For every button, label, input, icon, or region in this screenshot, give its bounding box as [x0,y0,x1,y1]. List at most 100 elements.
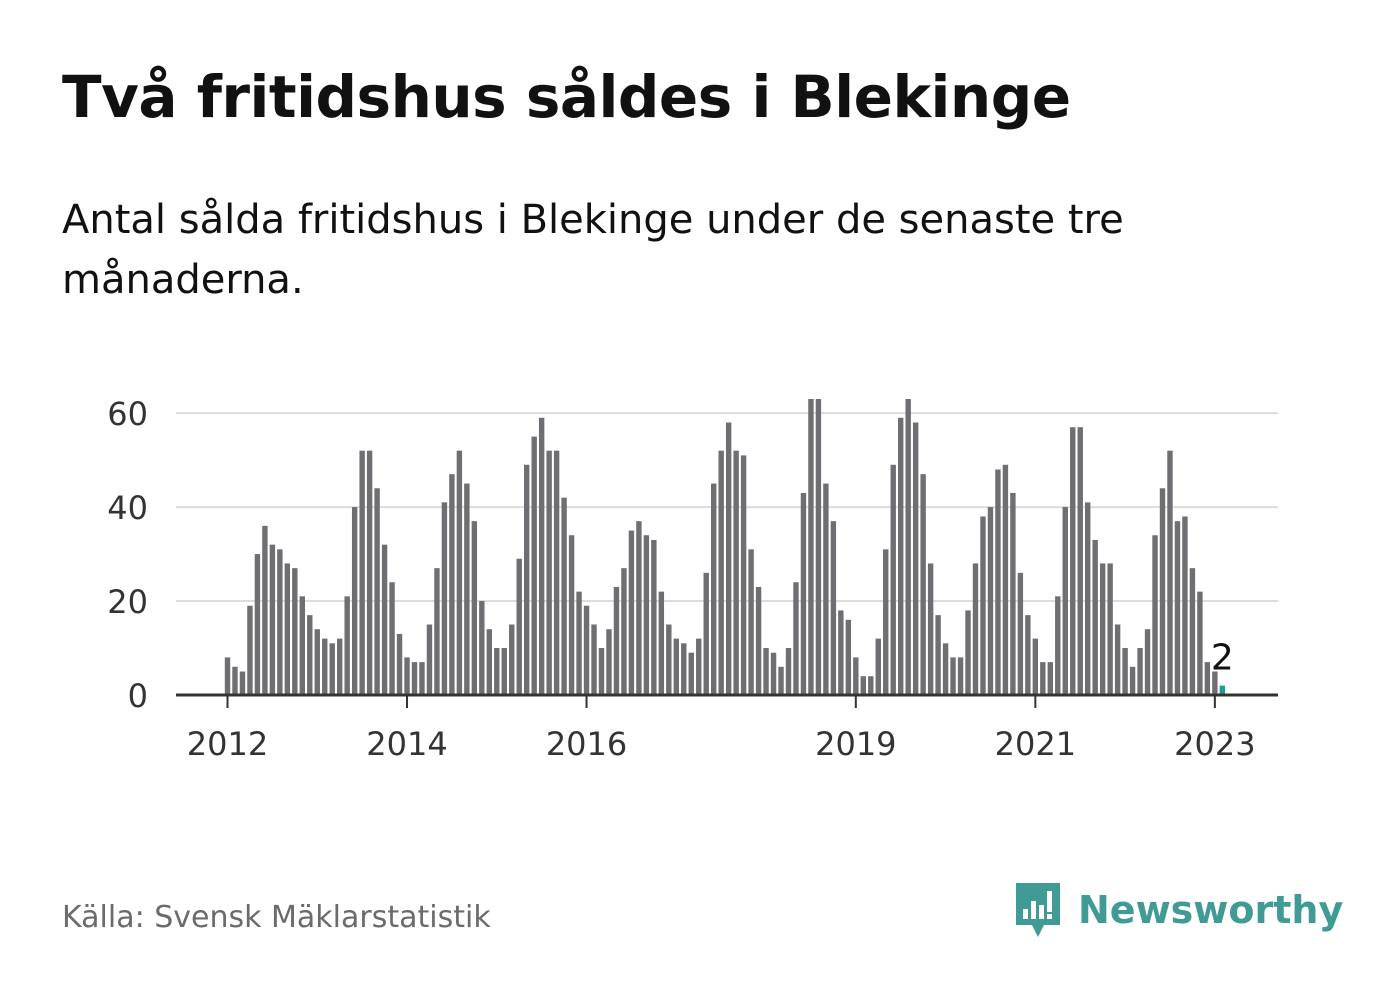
bar [1070,427,1076,695]
bar [1167,450,1173,695]
bar [1062,507,1068,695]
bar [995,469,1001,695]
bar [830,521,837,695]
bar [546,450,552,695]
bar [471,521,478,695]
bar [232,666,238,695]
bar [823,483,829,695]
bar [576,591,582,695]
bar [329,643,335,695]
bar [785,648,792,695]
bar [1085,502,1091,695]
bar [980,516,986,695]
bar [591,624,597,695]
bar [456,450,463,695]
x-tick-label: 2023 [1174,725,1255,763]
bar [1212,671,1218,695]
bar [808,399,814,695]
bar [778,666,784,695]
bar [673,638,679,695]
bar [538,417,545,695]
bar [1122,648,1128,695]
bar [561,497,567,695]
bar [396,633,403,695]
bar [898,417,904,695]
bar [404,657,410,695]
brand-name: Newsworthy [1078,888,1344,932]
bar [366,450,373,695]
bar [853,657,859,695]
bar [1204,662,1211,695]
bar [965,610,971,695]
bar [1114,624,1121,695]
bar [419,662,425,695]
bar [651,539,657,695]
bar [703,572,709,695]
bar [1055,596,1061,695]
bar [1107,563,1113,695]
bar [337,638,343,695]
bar [284,563,291,695]
bar [883,549,889,695]
bar [1002,464,1009,695]
bar [524,464,530,695]
bar [890,464,896,695]
bar [636,521,642,695]
bar [838,610,844,695]
bar [1040,662,1046,695]
source-label: Källa: Svensk Mäklarstatistik [62,900,491,935]
bar [449,474,455,695]
bar [389,582,395,695]
bar [987,507,994,695]
bar [509,624,515,695]
bar [516,558,522,695]
bar [1092,539,1098,695]
bar [688,652,694,695]
bar [875,638,881,695]
bar [666,624,672,695]
bar [755,586,762,695]
bar [598,648,605,695]
bar [711,483,717,695]
y-tick-label: 40 [107,489,148,527]
bar [1017,572,1024,695]
bar [292,568,298,695]
x-tick-label: 2019 [815,725,896,763]
bar [531,436,537,695]
chart-subtitle: Antal sålda fritidshus i Blekinge under … [62,197,1124,303]
bar [845,619,852,695]
bar [927,563,934,695]
bar [568,535,575,695]
bar [1129,666,1136,695]
bar [733,450,739,695]
bar [1182,516,1188,695]
bar [494,648,500,695]
x-tick-label: 2016 [546,725,627,763]
y-tick-label: 20 [107,583,148,621]
bar [696,638,702,695]
bar [800,492,807,695]
bar [613,586,620,695]
bar [942,643,949,695]
bar [1174,521,1181,695]
bar [322,638,328,695]
bar [351,507,358,695]
bar [1032,638,1039,695]
bar [1025,615,1031,695]
bar [239,671,246,695]
brand-logo: Newsworthy [1012,878,1343,942]
bar [1189,568,1196,695]
bar [905,399,911,695]
bar [269,544,276,695]
bar [583,605,590,695]
bar [441,502,448,695]
bar [912,422,919,695]
bar [957,657,964,695]
chart-title: Två fritidshus såldes i Blekinge [62,63,1071,131]
bar [254,554,261,695]
bar [606,629,612,695]
bar [1197,591,1203,695]
bar [763,648,769,695]
bar [1010,492,1016,695]
bar [486,629,492,695]
